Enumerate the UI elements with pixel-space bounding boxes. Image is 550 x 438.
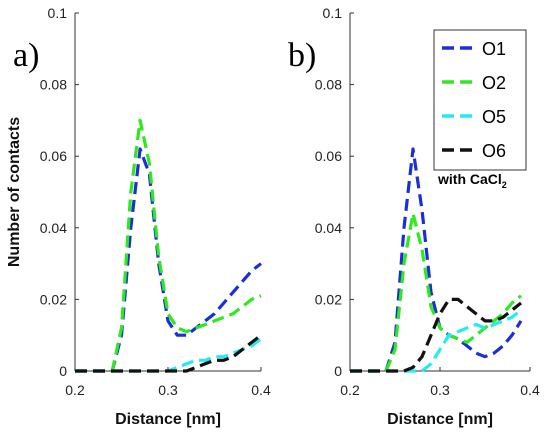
x-axis-label: Distance [nm] (115, 411, 221, 428)
annotation-with-cacl2: with CaCl2 (437, 171, 507, 190)
x-axis-label: Distance [nm] (387, 411, 493, 428)
series-line-o2 (350, 211, 522, 373)
panel-label: b) (288, 37, 316, 74)
legend-label-o1: O1 (482, 39, 506, 59)
y-tick-label: 0.1 (48, 5, 68, 21)
legend-label-o5: O5 (482, 107, 506, 127)
series-line-o2 (75, 118, 262, 373)
series-line-o5 (350, 308, 522, 373)
y-tick-label: 0.02 (315, 291, 342, 307)
annotation-text: with CaCl (437, 171, 502, 187)
legend-label-o6: O6 (482, 141, 506, 161)
y-tick-label: 0.04 (315, 220, 342, 236)
series-line-o1 (75, 147, 262, 373)
y-tick-label: 0 (59, 363, 67, 379)
x-tick-label: 0.3 (158, 382, 178, 398)
y-axis-label: Number of contacts (6, 117, 23, 267)
y-tick-label: 0.08 (315, 77, 342, 93)
x-tick-label: 0.3 (430, 382, 450, 398)
y-tick-label: 0.06 (40, 148, 67, 164)
x-tick-label: 0.2 (65, 382, 85, 398)
y-tick-label: 0 (334, 363, 342, 379)
legend-label-o2: O2 (482, 73, 506, 93)
x-tick-label: 0.4 (251, 382, 271, 398)
panel-b: 0 0.02 0.04 0.06 0.08 0.1 0.2 0.3 0.4 Distance [n… (288, 5, 540, 428)
series-line-o6 (75, 333, 262, 373)
y-tick-label: 0.1 (323, 5, 343, 21)
x-tick-label: 0.4 (520, 382, 540, 398)
legend-box (433, 29, 527, 171)
y-tick-label: 0.04 (40, 220, 67, 236)
series-line-o5 (75, 337, 262, 373)
y-tick-label: 0.06 (315, 148, 342, 164)
series-line-o6 (350, 297, 522, 373)
panel-a: 0 0.02 0.04 0.06 0.08 0.1 0.2 0.3 0.4 Distance [n… (6, 5, 271, 428)
panel-label: a) (13, 37, 39, 74)
x-tick-label: 0.2 (340, 382, 360, 398)
legend: O1 O2 O5 O6 (433, 29, 527, 171)
y-tick-label: 0.02 (40, 291, 67, 307)
y-tick-label: 0.08 (40, 77, 67, 93)
annotation-subscript: 2 (502, 180, 507, 190)
